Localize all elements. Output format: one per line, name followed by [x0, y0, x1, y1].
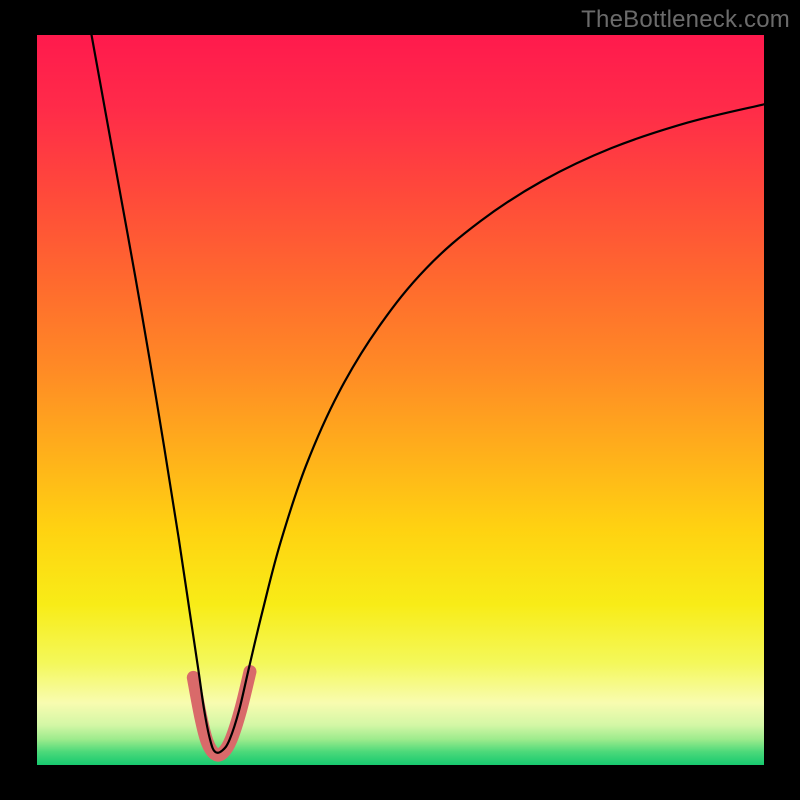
bottleneck-chart [0, 0, 800, 800]
chart-container: TheBottleneck.com [0, 0, 800, 800]
plot-area-gradient [37, 35, 764, 765]
